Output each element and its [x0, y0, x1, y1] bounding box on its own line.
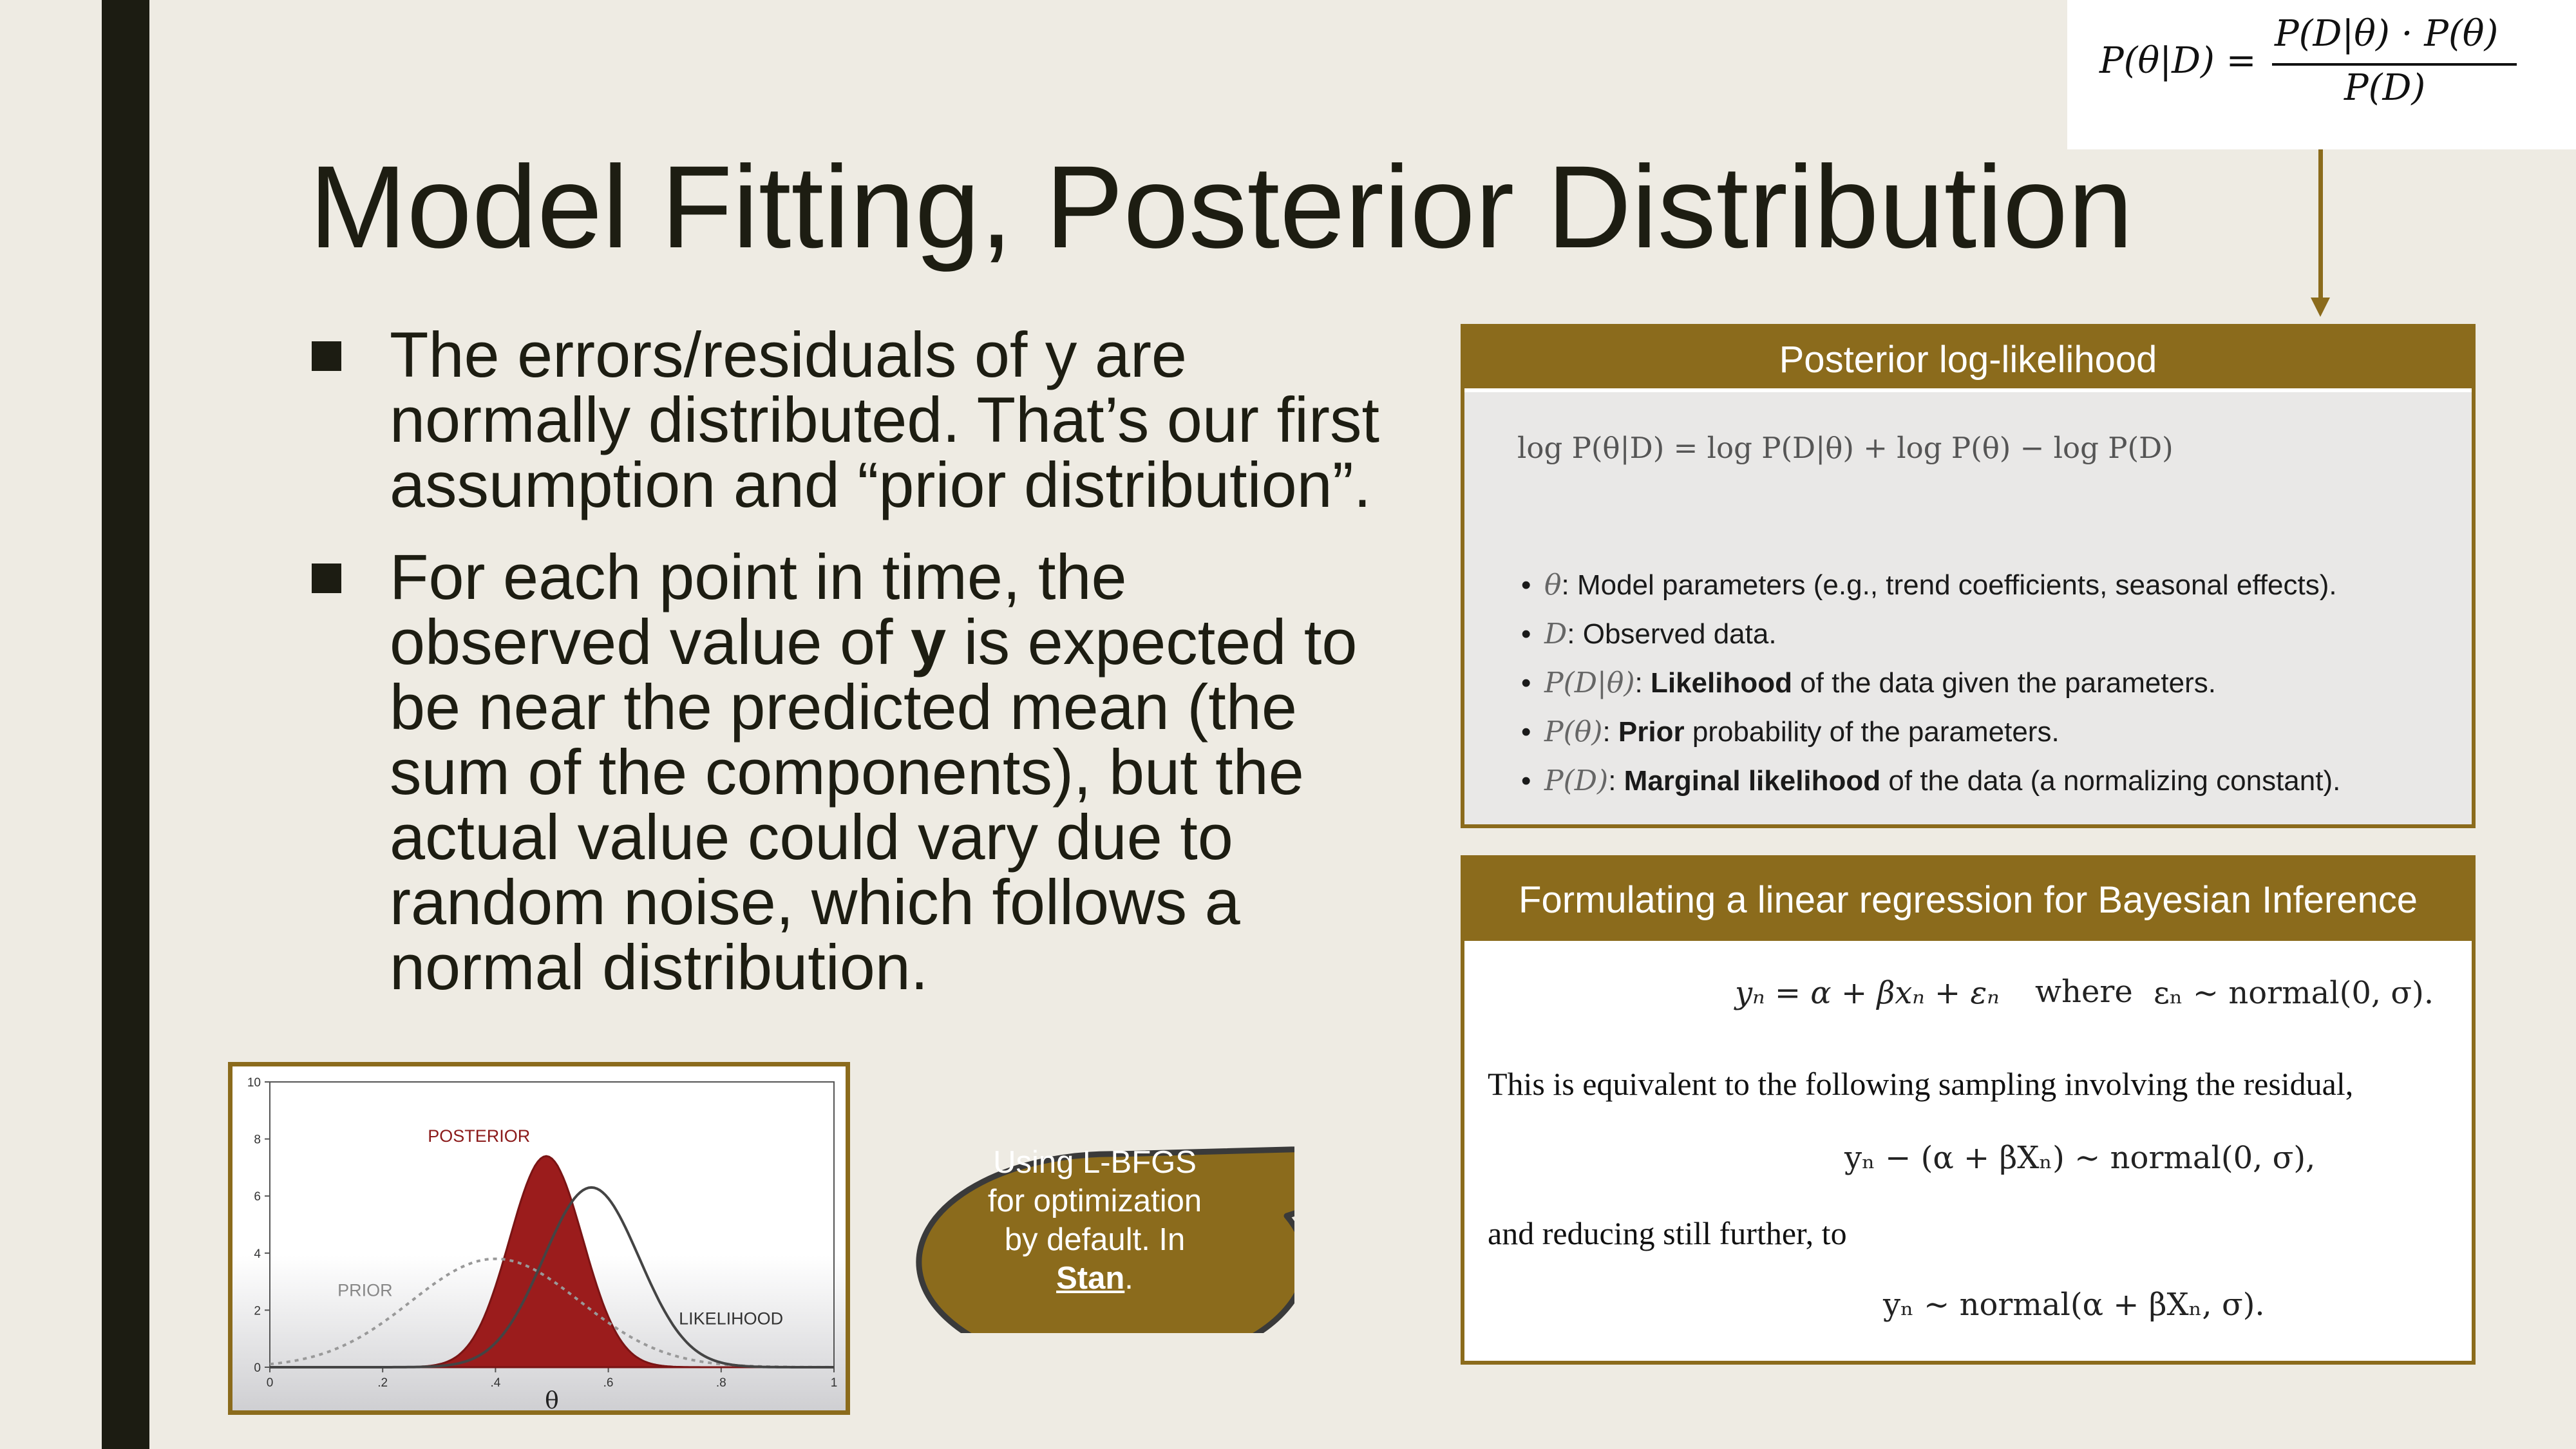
y-tick-label: 4	[254, 1247, 261, 1261]
panel-header: Posterior log-likelihood	[1464, 328, 2472, 392]
callout-line: Stan.	[927, 1259, 1262, 1298]
final-equation: yₙ ∼ normal(α + βXₙ, σ).	[1883, 1287, 2265, 1323]
y-tick-label: 6	[254, 1190, 261, 1204]
where-text: where	[2035, 974, 2133, 1010]
fraction-bar	[2272, 63, 2517, 66]
left-accent-bar	[102, 0, 149, 1449]
posterior-label: POSTERIOR	[428, 1126, 530, 1146]
x-tick-label: .6	[603, 1376, 614, 1390]
bullet-item-1: The errors/residuals of y are normally d…	[309, 322, 1404, 517]
residual-equation: yₙ − (α + βXₙ) ∼ normal(0, σ),	[1844, 1140, 2315, 1176]
definition-item: • P(D|θ): Likelihood of the data given th…	[1521, 659, 2340, 708]
bullet-item-2: For each point in time, the observed val…	[309, 544, 1404, 999]
square-bullet-icon	[312, 341, 341, 371]
definition-text: of the data (a normalizing constant).	[1880, 765, 2340, 797]
callout-period: .	[1124, 1261, 1133, 1296]
square-bullet-icon	[312, 564, 341, 593]
noise-equation: εₙ ∼ normal(0, σ).	[2154, 975, 2434, 1011]
panel-header: Formulating a linear regression for Baye…	[1464, 859, 2472, 941]
bayes-formula-box: P(θ|D) = P(D|θ) · P(θ) P(D)	[2067, 0, 2576, 149]
definition-symbol: P(θ)	[1544, 715, 1602, 748]
definition-item: • D: Observed data.	[1521, 610, 2340, 659]
list-bullet: •	[1521, 561, 1531, 610]
x-tick-label: 1	[831, 1376, 838, 1390]
list-bullet: •	[1521, 757, 1531, 806]
bullet-text-1: The errors/residuals of y are normally d…	[390, 319, 1379, 520]
list-bullet: •	[1521, 659, 1531, 708]
definition-item: • θ: Model parameters (e.g., trend coeffi…	[1521, 561, 2340, 610]
definition-symbol: P(D|θ)	[1544, 667, 1635, 699]
log-posterior-equation: log P(θ|D) = log P(D|θ) + log P(θ) − log…	[1517, 431, 2174, 465]
posterior-log-likelihood-panel: Posterior log-likelihood log P(θ|D) = lo…	[1461, 324, 2476, 828]
definition-text: : Observed data.	[1567, 618, 1776, 650]
x-tick-label: .2	[377, 1376, 388, 1390]
definition-bold: Likelihood	[1651, 667, 1792, 699]
y-tick-label: 8	[254, 1133, 261, 1147]
definition-text: :	[1635, 667, 1651, 699]
regression-equation: yₙ = α + βxₙ + εₙ	[1735, 975, 2000, 1011]
linear-regression-panel: Formulating a linear regression for Baye…	[1461, 855, 2476, 1365]
callout-line: by default. In	[927, 1220, 1262, 1259]
x-tick-label: .4	[490, 1376, 500, 1390]
definition-symbol: θ	[1544, 569, 1562, 601]
arrow-connector	[2318, 149, 2323, 301]
chart-svg: 0 2 4 6 8 10 0 .2 .4 .6 .8 1 θ POSTERIOR PRIOR LIKELIHO…	[232, 1066, 846, 1410]
bayes-numerator: P(D|θ) · P(θ)	[2275, 13, 2498, 55]
list-bullet: •	[1521, 708, 1531, 757]
definition-text: :	[1608, 765, 1624, 797]
definition-text: :	[1602, 716, 1618, 748]
equivalence-text: This is equivalent to the following samp…	[1488, 1065, 2353, 1103]
definition-symbol: P(D)	[1544, 764, 1608, 797]
bayes-denominator: P(D)	[2344, 67, 2425, 109]
slide-title: Model Fitting, Posterior Distribution	[309, 148, 2133, 265]
stan-link[interactable]: Stan	[1056, 1261, 1124, 1296]
bullet-text-2-bold: y	[911, 606, 946, 677]
arrow-down-icon	[2311, 298, 2330, 317]
definition-item: • P(θ): Prior probability of the paramete…	[1521, 708, 2340, 757]
definition-bold: Marginal likelihood	[1624, 765, 1881, 797]
callout-line: for optimization	[927, 1182, 1262, 1220]
callout-line: Using L-BFGS	[927, 1143, 1262, 1182]
definition-text: of the data given the parameters.	[1792, 667, 2216, 699]
y-tick-label: 2	[254, 1304, 261, 1318]
definition-item: • P(D): Marginal likelihood of the data (…	[1521, 757, 2340, 806]
x-axis-label: θ	[545, 1388, 559, 1410]
bayesian-update-chart: 0 2 4 6 8 10 0 .2 .4 .6 .8 1 θ POSTERIOR PRIOR LIKELIHO…	[228, 1062, 850, 1415]
definition-list: • θ: Model parameters (e.g., trend coeffi…	[1521, 561, 2340, 806]
list-bullet: •	[1521, 610, 1531, 659]
bayes-lhs: P(θ|D) =	[2099, 40, 2257, 82]
definition-text: probability of the parameters.	[1685, 716, 2060, 748]
x-tick-label: .8	[716, 1376, 726, 1390]
definition-symbol: D	[1544, 618, 1567, 650]
likelihood-label: LIKELIHOOD	[679, 1309, 783, 1329]
x-tick-label: 0	[267, 1376, 274, 1390]
prior-label: PRIOR	[337, 1280, 393, 1300]
y-tick-label: 10	[247, 1076, 261, 1090]
definition-text: : Model parameters (e.g., trend coeffici…	[1562, 569, 2337, 601]
bullet-list: The errors/residuals of y are normally d…	[309, 322, 1404, 1027]
callout-text: Using L-BFGS for optimization by default…	[927, 1143, 1262, 1298]
definition-bold: Prior	[1618, 716, 1685, 748]
y-tick-label: 0	[254, 1361, 261, 1375]
reducing-text: and reducing still further, to	[1488, 1215, 1847, 1252]
